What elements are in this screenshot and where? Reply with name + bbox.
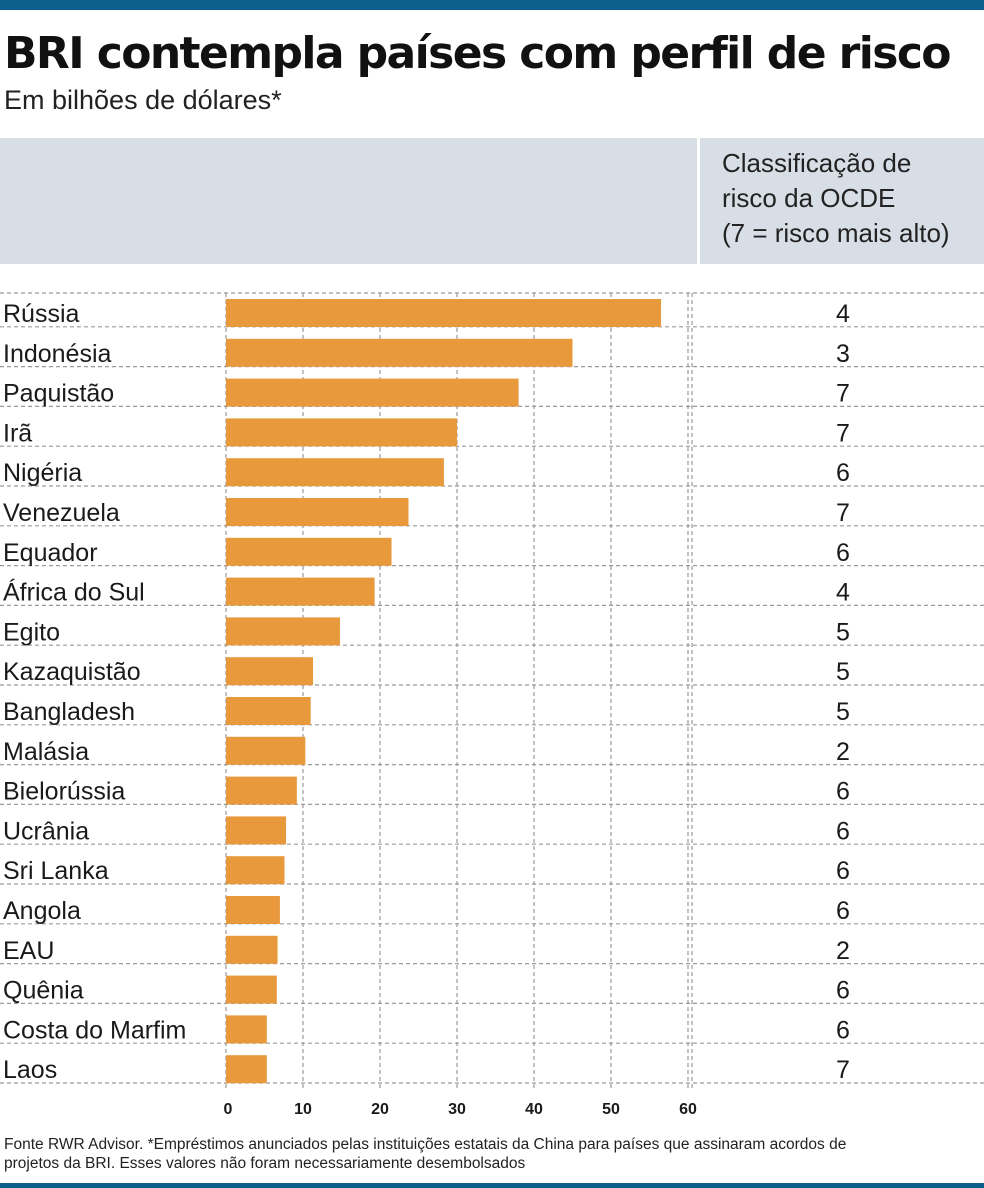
bar [226,418,457,447]
risk-value: 6 [836,459,850,487]
source-line: projetos da BRI. Esses valores não foram… [4,1155,526,1172]
x-tick-label: 60 [679,1101,697,1118]
x-tick-label: 30 [448,1101,466,1118]
risk-header-line: Classificação de [722,148,912,178]
category-label: Ucrânia [3,817,89,845]
category-label: Angola [3,897,81,925]
category-label: Laos [3,1056,57,1084]
risk-header-line: risco da OCDE [722,183,896,213]
risk-value: 7 [836,419,850,447]
category-label: Egito [3,618,60,646]
bar [226,935,278,964]
category-label: Malásia [3,738,89,766]
risk-value: 7 [836,499,850,527]
risk-value: 6 [836,778,850,806]
category-label: Equador [3,539,98,567]
risk-value: 6 [836,1016,850,1044]
bar [226,975,277,1004]
category-label: Venezuela [3,499,120,527]
category-label: Quênia [3,977,84,1005]
risk-value: 5 [836,618,850,646]
bar [226,856,285,885]
bar [226,736,306,765]
bar [226,498,409,526]
category-label: EAU [3,937,54,965]
source-line: Fonte RWR Advisor. *Empréstimos anunciad… [4,1136,847,1153]
bar [226,458,444,487]
risk-value: 4 [836,300,850,328]
x-tick-label: 20 [371,1101,389,1118]
bar [226,697,311,725]
bar [226,896,280,924]
risk-value: 6 [836,857,850,885]
bar [226,776,297,805]
risk-header-line: (7 = risco mais alto) [722,218,950,248]
column-header-band [0,138,984,264]
column-header-divider [697,138,700,264]
category-label: Kazaquistão [3,658,141,686]
risk-value: 4 [836,579,850,607]
risk-value: 6 [836,897,850,925]
top-accent-bar [0,0,984,10]
source-note: Fonte RWR Advisor. *Empréstimos anunciad… [4,1135,980,1173]
risk-value: 6 [836,817,850,845]
risk-column-header: Classificação de risco da OCDE (7 = risc… [722,146,982,251]
bar [226,657,314,686]
bar [226,617,340,646]
bar [226,537,392,566]
category-label: Paquistão [3,380,114,408]
category-label: Rússia [3,300,80,328]
bar [226,378,519,407]
risk-value: 3 [836,340,850,368]
category-label: Irã [3,419,32,447]
bar [226,338,573,367]
bar [226,1055,267,1084]
bar [226,816,287,845]
bar [226,577,375,606]
bottom-accent-bar [0,1183,984,1188]
risk-value: 5 [836,658,850,686]
category-label: Nigéria [3,459,82,487]
category-label: Bielorússia [3,778,125,806]
chart-subtitle: Em bilhões de dólares* [4,85,282,115]
risk-value: 6 [836,977,850,1005]
chart-title: BRI contempla países com perfil de risco [4,28,952,79]
risk-value: 7 [836,380,850,408]
x-tick-label: 50 [602,1101,620,1118]
x-tick-label: 10 [294,1101,312,1118]
bar [226,1015,267,1044]
category-label: Indonésia [3,340,112,368]
x-tick-label: 40 [525,1101,543,1118]
category-label: Bangladesh [3,698,135,726]
risk-value: 2 [836,937,850,965]
risk-value: 5 [836,698,850,726]
category-label: Sri Lanka [3,857,109,885]
x-tick-label: 0 [224,1101,233,1118]
risk-value: 7 [836,1056,850,1084]
category-label: Costa do Marfim [3,1016,186,1044]
bar [226,299,662,327]
category-label: África do Sul [3,578,145,607]
risk-value: 2 [836,738,850,766]
risk-value: 6 [836,539,850,567]
